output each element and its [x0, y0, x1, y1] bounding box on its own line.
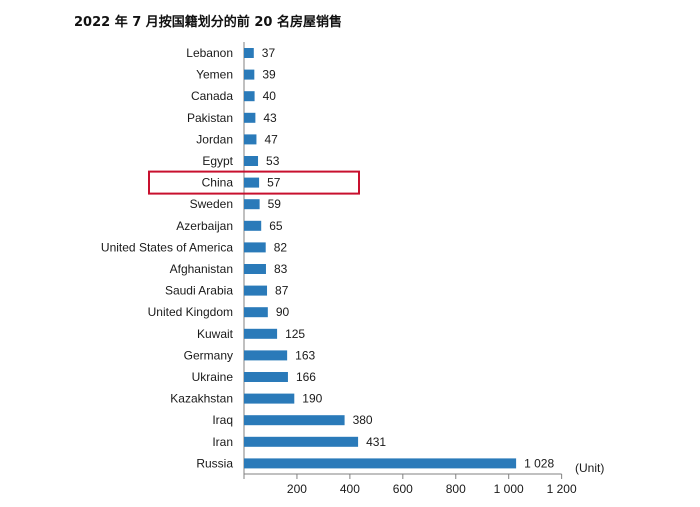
- category-label: Germany: [184, 348, 233, 362]
- bar-germany: [244, 350, 288, 361]
- category-label: Egypt: [202, 154, 233, 168]
- bar-canada: [244, 91, 255, 102]
- value-label: 1 028: [524, 456, 554, 470]
- bar-saudi-arabia: [244, 285, 268, 296]
- category-label: Canada: [191, 89, 233, 103]
- chart-axes: [243, 42, 563, 479]
- category-label: Azerbaijan: [176, 219, 233, 233]
- bar-china: [244, 177, 260, 188]
- value-label: 82: [274, 240, 288, 254]
- bar-iran: [244, 436, 359, 447]
- category-label: Lebanon: [186, 46, 233, 60]
- bar-united-kingdom: [244, 307, 268, 318]
- value-label: 65: [269, 219, 283, 233]
- highlight-box: [148, 170, 360, 195]
- chart-title: 2022 年 7 月按国籍划分的前 20 名房屋销售: [74, 15, 342, 30]
- bar-ukraine: [244, 372, 288, 382]
- x-tick-label: 400: [340, 482, 360, 496]
- value-label: 87: [275, 284, 289, 298]
- bar-russia: [244, 458, 517, 469]
- value-label: 431: [366, 435, 386, 449]
- unit-label: (Unit): [575, 461, 604, 475]
- category-label: United Kingdom: [148, 305, 233, 319]
- category-label: Saudi Arabia: [165, 284, 233, 298]
- value-label: 37: [262, 46, 276, 60]
- category-label: Iran: [212, 435, 233, 449]
- value-label: 57: [267, 176, 281, 190]
- x-tick-label: 200: [287, 482, 307, 496]
- value-label: 166: [296, 370, 316, 384]
- value-label: 53: [266, 154, 280, 168]
- value-label: 90: [276, 305, 290, 319]
- x-tick-label: 800: [446, 482, 466, 496]
- bar-iraq: [244, 415, 345, 426]
- value-label: 47: [264, 132, 278, 146]
- bar-jordan: [244, 134, 257, 145]
- category-label: China: [202, 176, 234, 190]
- category-label: Kazakhstan: [170, 392, 233, 406]
- chart-labels: Lebanon 37 Yemen 39 Canada 40 Pakistan 43 Jordan…: [101, 46, 604, 496]
- bar-pakistan: [244, 112, 256, 123]
- category-label: United States of America: [101, 240, 233, 254]
- category-label: Afghanistan: [170, 262, 233, 276]
- bar-egypt: [244, 156, 259, 166]
- category-label: Sweden: [190, 197, 233, 211]
- bar-afghanistan: [244, 264, 266, 274]
- x-tick-label: 1 000: [494, 482, 524, 496]
- category-label: Russia: [196, 456, 233, 470]
- value-label: 380: [353, 413, 373, 427]
- value-label: 40: [263, 89, 277, 103]
- value-label: 59: [268, 197, 282, 211]
- value-label: 125: [285, 327, 305, 341]
- category-label: Yemen: [196, 68, 233, 82]
- bar-yemen: [244, 69, 255, 80]
- category-label: Jordan: [196, 132, 233, 146]
- category-label: Kuwait: [197, 327, 234, 341]
- x-tick-label: 1 200: [547, 482, 577, 496]
- x-tick-label: 600: [393, 482, 413, 496]
- bar-azerbaijan: [244, 220, 262, 231]
- category-label: Pakistan: [187, 111, 233, 125]
- bar-kazakhstan: [244, 393, 295, 404]
- value-label: 190: [302, 392, 322, 406]
- category-label: Ukraine: [192, 370, 234, 384]
- bar-kuwait: [244, 328, 278, 339]
- bar-sweden: [244, 199, 260, 210]
- category-label: Iraq: [212, 413, 233, 427]
- bar-lebanon: [244, 48, 254, 58]
- chart-bars: [244, 48, 517, 469]
- value-label: 39: [262, 68, 276, 82]
- bar-united-states-of-america: [244, 242, 266, 253]
- value-label: 83: [274, 262, 288, 276]
- value-label: 43: [263, 111, 277, 125]
- value-label: 163: [295, 348, 315, 362]
